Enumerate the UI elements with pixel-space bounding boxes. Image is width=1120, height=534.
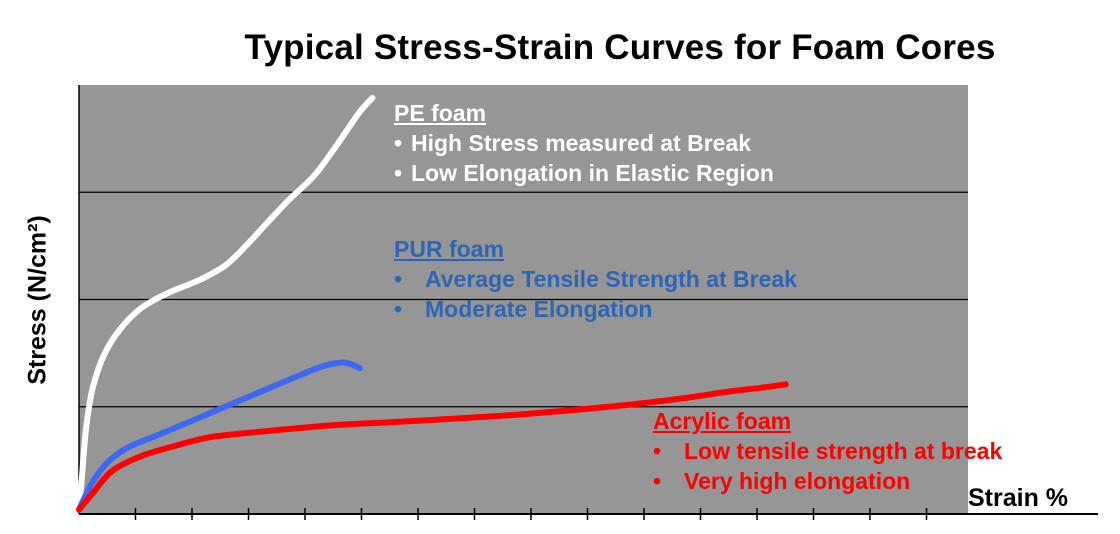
annotation-acrylic-line-2: • Very high elongation: [653, 468, 911, 494]
chart-title: Typical Stress-Strain Curves for Foam Co…: [244, 28, 996, 67]
annotation-pe-foam: PE foam • High Stress measured at Break •…: [394, 98, 774, 188]
annotation-acrylic-foam: Acrylic foam • Low tensile strength at br…: [653, 406, 1002, 496]
bullet-icon: •: [653, 468, 662, 494]
annotation-pur-heading: PUR foam: [394, 236, 504, 262]
annotation-acrylic-heading: Acrylic foam: [653, 408, 792, 434]
annotation-pur-line-1: • Average Tensile Strength at Break: [394, 266, 797, 292]
annotation-pur-line-2: • Moderate Elongation: [394, 296, 653, 322]
annotation-pur-foam: PUR foam • Average Tensile Strength at Br…: [394, 234, 797, 324]
series-line-acrylic-foam: [76, 381, 789, 513]
annotation-pe-line-2: • Low Elongation in Elastic Region: [394, 160, 774, 186]
bullet-icon: •: [394, 130, 403, 156]
bullet-icon: •: [394, 266, 403, 292]
series-group: [76, 94, 789, 513]
series-line-pur-foam: [76, 359, 363, 513]
annotation-pe-line-1: • High Stress measured at Break: [394, 130, 752, 156]
bullet-icon: •: [394, 296, 403, 322]
series-line-pe-foam: [76, 94, 376, 513]
annotation-acrylic-line-1: • Low tensile strength at break: [653, 438, 1003, 464]
annotation-pe-heading: PE foam: [394, 100, 487, 126]
bullet-icon: •: [394, 160, 403, 186]
bullet-icon: •: [653, 438, 662, 464]
axes: [78, 85, 1098, 520]
x-axis-label: Strain %: [968, 484, 1069, 512]
y-axis-label: Stress (N/cm²): [23, 215, 52, 385]
